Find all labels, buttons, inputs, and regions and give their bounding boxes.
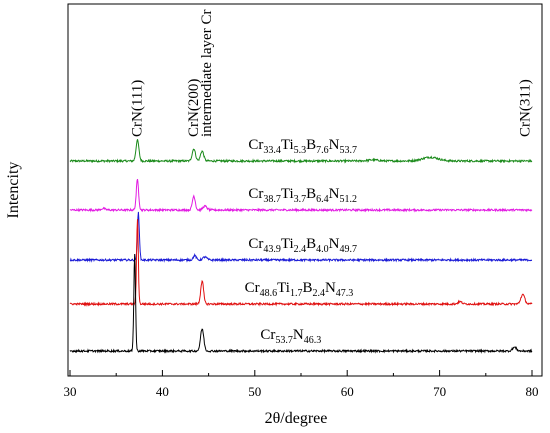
xrd-series-line <box>69 139 533 164</box>
x-axis-title: 2θ/degree <box>265 410 328 427</box>
peak-annotation: CrN(111) <box>130 80 146 137</box>
x-tick-label: 70 <box>433 384 446 399</box>
peak-annotation: CrN(311) <box>518 79 534 137</box>
xrd-series-line <box>69 178 533 213</box>
xrd-series-line <box>69 253 533 354</box>
series-label: Cr43.9Ti2.4B4.0N49.7 <box>248 236 357 255</box>
y-axis-title: Intencity <box>5 162 22 219</box>
xrd-series-line <box>69 219 533 307</box>
peak-annotation: CrN(200) <box>186 79 202 137</box>
peak-annotation: intermediate layer Cr <box>199 10 215 137</box>
x-tick-label: 80 <box>526 384 539 399</box>
x-tick-label: 50 <box>248 384 261 399</box>
series-group <box>69 139 533 354</box>
series-label: Cr48.6Ti1.7B2.4N47.3 <box>245 280 354 299</box>
series-label: Cr38.7Ti3.7B6.4N51.2 <box>248 186 357 205</box>
x-tick-label: 30 <box>64 384 77 399</box>
x-tick-label: 60 <box>341 384 354 399</box>
plot-frame <box>67 3 543 377</box>
series-label: Cr53.7N46.3 <box>260 327 321 346</box>
x-axis-ticks: 30 40 50 60 70 80 <box>64 370 539 399</box>
xrd-series-line <box>69 211 533 263</box>
x-tick-label: 40 <box>156 384 169 399</box>
series-labels: Cr33.4Ti5.3B7.6N53.7 Cr38.7Ti3.7B6.4N51.2… <box>245 137 357 346</box>
series-label: Cr33.4Ti5.3B7.6N53.7 <box>248 137 357 156</box>
peak-annotations: CrN(111) CrN(200)intermediate layer Cr CrN… <box>130 10 534 137</box>
